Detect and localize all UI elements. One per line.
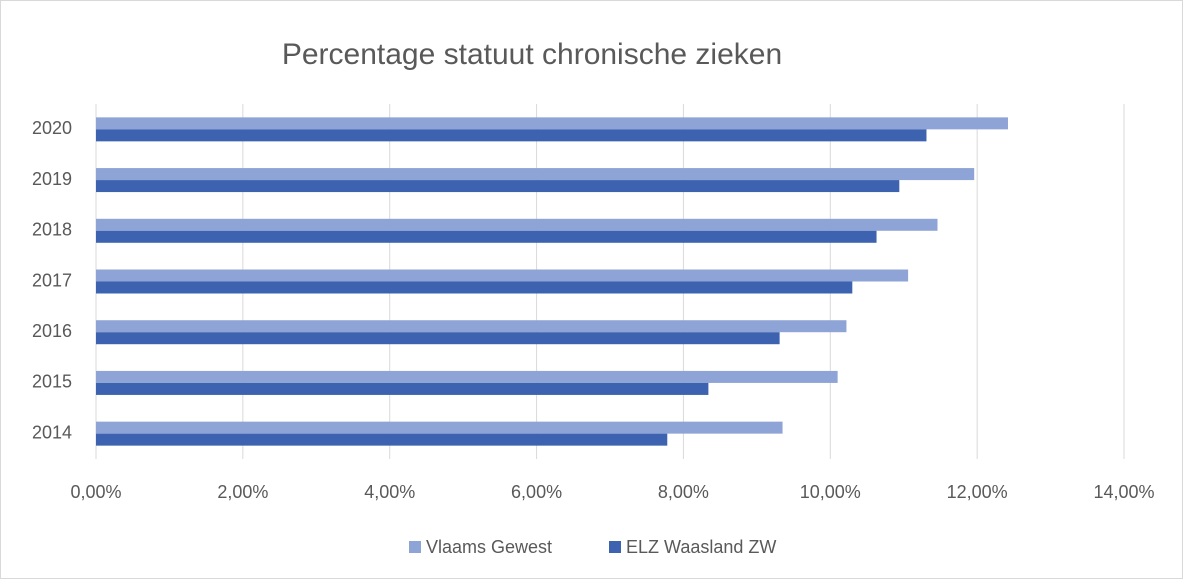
bar (96, 320, 847, 333)
chart-title: Percentage statuut chronische zieken (282, 38, 782, 71)
y-tick-label: 2016 (32, 321, 72, 341)
bar (96, 180, 900, 193)
x-tick-label: 4,00% (364, 482, 415, 502)
bar (96, 117, 1008, 130)
x-tick-label: 2,00% (217, 482, 268, 502)
y-tick-label: 2015 (32, 372, 72, 392)
x-tick-label: 6,00% (511, 482, 562, 502)
x-tick-label: 8,00% (658, 482, 709, 502)
legend-label: ELZ Waasland ZW (626, 537, 776, 557)
bar (96, 218, 938, 231)
x-tick-label: 10,00% (800, 482, 861, 502)
bar (96, 370, 838, 383)
bar (96, 168, 975, 181)
bar (96, 269, 909, 282)
bar (96, 433, 668, 446)
bar (96, 129, 927, 142)
y-tick-label: 2019 (32, 169, 72, 189)
x-tick-label: 12,00% (947, 482, 1008, 502)
x-tick-label: 14,00% (1093, 482, 1154, 502)
legend-swatch (409, 541, 421, 553)
bar (96, 230, 877, 243)
y-tick-label: 2017 (32, 270, 72, 290)
legend-label: Vlaams Gewest (426, 537, 552, 557)
y-tick-label: 2014 (32, 422, 72, 442)
bar (96, 332, 780, 345)
x-tick-label: 0,00% (70, 482, 121, 502)
bar (96, 382, 709, 395)
y-tick-label: 2018 (32, 220, 72, 240)
bar (96, 281, 853, 294)
legend-swatch (609, 541, 621, 553)
y-tick-label: 2020 (32, 118, 72, 138)
bar (96, 421, 783, 434)
